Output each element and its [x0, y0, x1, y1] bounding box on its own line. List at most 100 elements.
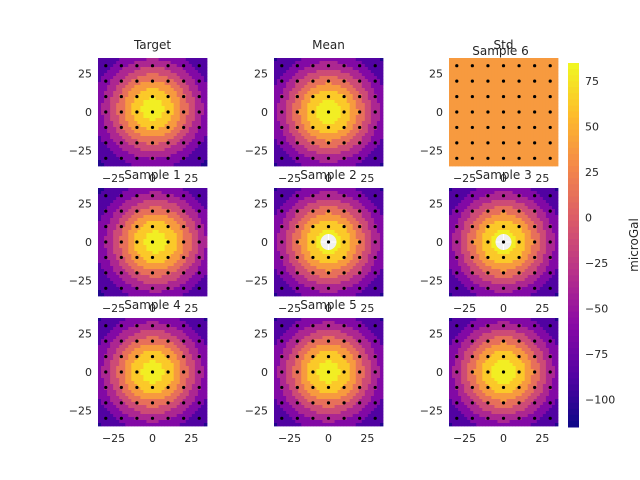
data-point: [104, 209, 108, 213]
data-point: [326, 141, 331, 145]
data-point: [486, 194, 490, 198]
data-point: [197, 94, 201, 99]
contour-field: [449, 188, 559, 297]
data-point: [517, 64, 521, 68]
x-tick-label: −25: [453, 172, 476, 185]
data-point: [150, 385, 155, 390]
data-point: [311, 224, 315, 229]
data-point: [197, 79, 201, 83]
data-point: [280, 354, 284, 359]
data-point: [166, 156, 170, 160]
data-point: [517, 370, 521, 374]
data-point: [486, 324, 490, 328]
data-point: [182, 339, 186, 343]
data-point: [486, 94, 490, 99]
data-point: [166, 141, 170, 145]
x-tick-label: 25: [535, 172, 549, 185]
data-point: [342, 194, 346, 198]
data-point: [358, 255, 362, 260]
station-points: [455, 194, 552, 290]
data-point: [326, 385, 331, 390]
data-point: [182, 224, 186, 229]
y-tick-label: 25: [254, 67, 268, 80]
data-point: [104, 354, 108, 359]
data-point: [486, 401, 490, 405]
x-tick-label: −25: [278, 432, 301, 445]
data-point: [295, 286, 299, 290]
data-point: [104, 240, 108, 244]
data-point: [373, 141, 377, 145]
data-point: [311, 209, 315, 213]
data-point: [358, 94, 362, 99]
data-point: [280, 64, 284, 68]
data-point: [342, 401, 346, 405]
data-point: [182, 354, 186, 359]
data-point: [470, 286, 474, 290]
data-point: [548, 79, 552, 83]
data-point: [501, 286, 506, 290]
data-point: [358, 110, 362, 114]
data-point: [150, 209, 155, 213]
data-point: [150, 141, 155, 145]
data-point: [280, 370, 284, 374]
data-point: [486, 339, 490, 343]
data-point: [548, 240, 552, 244]
data-point: [326, 209, 331, 213]
data-point: [326, 224, 331, 229]
data-point: [342, 255, 346, 260]
data-point: [295, 194, 299, 198]
data-point: [342, 385, 346, 390]
data-point: [295, 385, 299, 390]
data-point: [342, 141, 346, 145]
data-point: [548, 324, 552, 328]
data-point: [486, 125, 490, 130]
data-point: [501, 401, 506, 405]
data-point: [373, 79, 377, 83]
data-point: [119, 194, 123, 198]
data-point: [486, 271, 490, 275]
data-point: [517, 94, 521, 99]
data-point: [342, 125, 346, 130]
data-point: [104, 370, 108, 374]
data-point: [358, 339, 362, 343]
data-point: [501, 64, 506, 68]
x-tick-label: −25: [278, 172, 301, 185]
data-point: [470, 94, 474, 99]
data-point: [182, 94, 186, 99]
data-point: [373, 370, 377, 374]
data-point: [533, 64, 537, 68]
x-tick-label: 0: [325, 302, 332, 315]
data-point: [166, 324, 170, 328]
data-point: [197, 194, 201, 198]
data-point: [533, 194, 537, 198]
data-point: [533, 240, 537, 244]
data-point: [455, 209, 459, 213]
data-point: [150, 286, 155, 290]
data-point: [486, 370, 490, 374]
data-point: [280, 94, 284, 99]
data-point: [135, 385, 139, 390]
data-point: [358, 79, 362, 83]
data-point: [166, 416, 170, 420]
data-point: [104, 286, 108, 290]
data-point: [533, 286, 537, 290]
data-point: [197, 224, 201, 229]
data-point: [548, 286, 552, 290]
data-point: [135, 79, 139, 83]
data-point: [326, 324, 331, 328]
data-point: [455, 324, 459, 328]
data-point: [295, 94, 299, 99]
y-tick-label: 25: [254, 197, 268, 210]
data-point: [501, 240, 506, 244]
contour-field: [274, 58, 384, 167]
data-point: [119, 64, 123, 68]
data-point: [166, 110, 170, 114]
y-tick-label: −25: [69, 405, 92, 418]
data-point: [197, 286, 201, 290]
data-point: [166, 271, 170, 275]
data-point: [197, 271, 201, 275]
data-point: [517, 110, 521, 114]
data-point: [119, 286, 123, 290]
